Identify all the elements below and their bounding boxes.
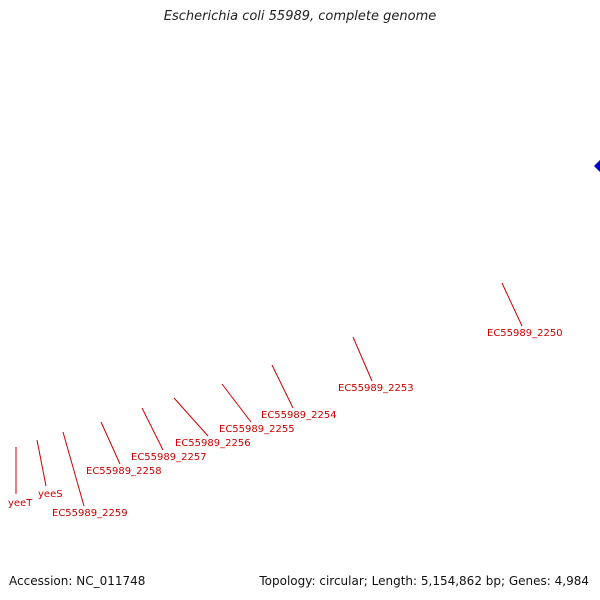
gene-label: EC55989_2258 — [86, 466, 162, 477]
label-leader-line — [36, 439, 47, 487]
gene-label: yeeT — [8, 498, 33, 509]
gene-label: EC55989_2257 — [131, 452, 207, 463]
gene-label: EC55989_2256 — [175, 438, 251, 449]
label-leader-line — [173, 397, 209, 437]
gene-labels: EC55989_2250 EC55989_2253 EC55989_2254 EC55… — [8, 328, 563, 519]
label-leader-line — [221, 383, 252, 423]
gene-label: EC55989_2253 — [338, 383, 414, 394]
label-leader-line — [271, 364, 294, 409]
page-title: Escherichia coli 55989, complete genome — [163, 9, 437, 24]
label-leader-line — [141, 407, 164, 451]
gene-label: yeeS — [38, 489, 63, 500]
topology-text: Topology: circular; Length: 5,154,862 bp… — [259, 574, 589, 588]
label-leader-line — [62, 431, 85, 507]
gene-label: EC55989_2250 — [487, 328, 563, 339]
gene-label: EC55989_2255 — [219, 424, 295, 435]
label-leader-line — [501, 282, 523, 327]
blue-feature-marker — [594, 160, 600, 172]
label-leaders — [15, 282, 523, 507]
accession-text: Accession: NC_011748 — [9, 574, 146, 588]
gene-label: EC55989_2254 — [261, 410, 337, 421]
gene-label: EC55989_2259 — [52, 508, 128, 519]
label-leader-line — [352, 336, 373, 382]
label-leader-line — [100, 421, 121, 465]
